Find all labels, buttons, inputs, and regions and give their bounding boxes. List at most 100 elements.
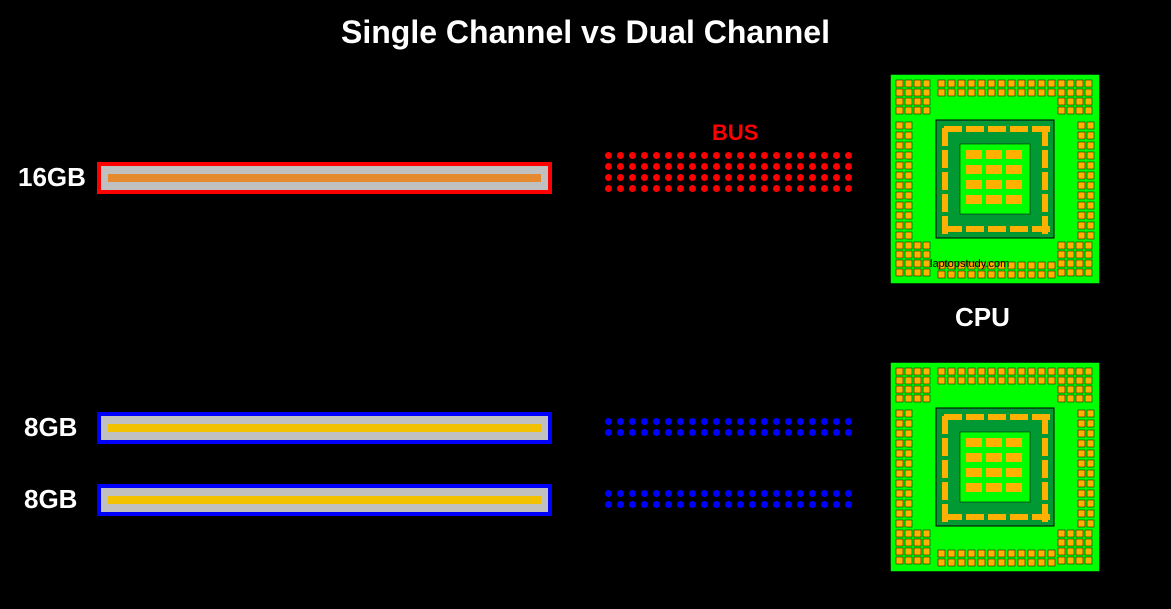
slot-blue-2 bbox=[97, 484, 552, 516]
bus-dot bbox=[617, 501, 624, 508]
bus-dot bbox=[749, 185, 756, 192]
bus-dot bbox=[641, 490, 648, 497]
bus-dot bbox=[737, 490, 744, 497]
slot-red-inner bbox=[108, 174, 541, 182]
bus-dot bbox=[725, 429, 732, 436]
bus-dot bbox=[845, 163, 852, 170]
bus-dot bbox=[665, 152, 672, 159]
bus-dot bbox=[701, 174, 708, 181]
bus-dot bbox=[665, 429, 672, 436]
bus-dot bbox=[713, 163, 720, 170]
bus-dot bbox=[641, 185, 648, 192]
bus-dot bbox=[653, 501, 660, 508]
bus-dot bbox=[845, 152, 852, 159]
bus-dot bbox=[677, 490, 684, 497]
bus-dot bbox=[821, 174, 828, 181]
bus-dot bbox=[629, 418, 636, 425]
bus-dot bbox=[641, 429, 648, 436]
bus-dot bbox=[833, 163, 840, 170]
bus-dot bbox=[653, 490, 660, 497]
bus-dot bbox=[605, 418, 612, 425]
label-16gb: 16GB bbox=[18, 162, 86, 193]
bus-dot bbox=[713, 429, 720, 436]
bus-dot bbox=[833, 185, 840, 192]
bus-dot bbox=[785, 152, 792, 159]
bus-dot bbox=[725, 418, 732, 425]
bus-dot bbox=[629, 174, 636, 181]
bus-dot bbox=[713, 185, 720, 192]
bus-dot bbox=[749, 174, 756, 181]
bus-dot bbox=[653, 174, 660, 181]
bus-dot bbox=[713, 490, 720, 497]
bus-dot bbox=[773, 174, 780, 181]
watermark: laptopstudy.com bbox=[930, 258, 1009, 270]
bus-dot bbox=[725, 163, 732, 170]
bus-dot bbox=[617, 152, 624, 159]
bus-dot bbox=[749, 490, 756, 497]
bus-dot bbox=[749, 418, 756, 425]
bus-dot bbox=[605, 501, 612, 508]
bus-dot bbox=[749, 429, 756, 436]
bus-dot bbox=[701, 163, 708, 170]
bus-dot bbox=[737, 152, 744, 159]
label-8gb-2: 8GB bbox=[24, 484, 77, 515]
bus-dot bbox=[689, 174, 696, 181]
bus-dot bbox=[785, 490, 792, 497]
bus-dot bbox=[641, 501, 648, 508]
bus-dot bbox=[653, 429, 660, 436]
bus-dot bbox=[797, 163, 804, 170]
bus-dot bbox=[665, 490, 672, 497]
bus-dot bbox=[797, 185, 804, 192]
bus-dot bbox=[737, 185, 744, 192]
bus-dot bbox=[677, 418, 684, 425]
bus-dot bbox=[701, 501, 708, 508]
bus-dot bbox=[665, 174, 672, 181]
bus-dot bbox=[665, 418, 672, 425]
bus-dot bbox=[725, 174, 732, 181]
bus-dot bbox=[821, 429, 828, 436]
bus-dot bbox=[761, 429, 768, 436]
bus-dot bbox=[725, 152, 732, 159]
bus-dot bbox=[653, 418, 660, 425]
bus-dot bbox=[689, 163, 696, 170]
bus-dot bbox=[605, 429, 612, 436]
bus-dot bbox=[641, 152, 648, 159]
bus-dot bbox=[809, 174, 816, 181]
bus-dot bbox=[653, 163, 660, 170]
bus-dot bbox=[845, 429, 852, 436]
slot-blue2-inner bbox=[108, 496, 541, 504]
bus-dot bbox=[761, 174, 768, 181]
bus-dot bbox=[629, 163, 636, 170]
cpu-top bbox=[890, 74, 1100, 284]
bus-dot bbox=[773, 501, 780, 508]
bus-dot bbox=[773, 163, 780, 170]
bus-dot bbox=[797, 152, 804, 159]
bus-dot bbox=[629, 152, 636, 159]
bus-dot bbox=[785, 163, 792, 170]
bus-dot bbox=[833, 174, 840, 181]
bus-dot bbox=[773, 185, 780, 192]
bus-dot bbox=[761, 490, 768, 497]
bus-dot bbox=[821, 163, 828, 170]
bus-dot bbox=[737, 429, 744, 436]
slot-red bbox=[97, 162, 552, 194]
bus-dot bbox=[797, 429, 804, 436]
bus-dot bbox=[677, 501, 684, 508]
bus-dot bbox=[689, 185, 696, 192]
bus-dot bbox=[737, 501, 744, 508]
bus-dot bbox=[833, 429, 840, 436]
bus-dot bbox=[809, 429, 816, 436]
bus-dot bbox=[809, 152, 816, 159]
bus-dot bbox=[797, 418, 804, 425]
bus-dot bbox=[617, 418, 624, 425]
bus-dot bbox=[809, 163, 816, 170]
slot-blue1-inner bbox=[108, 424, 541, 432]
bus-dot bbox=[809, 501, 816, 508]
bus-dot bbox=[845, 490, 852, 497]
bus-dot bbox=[761, 185, 768, 192]
bus-dot bbox=[617, 490, 624, 497]
diagram-title: Single Channel vs Dual Channel bbox=[0, 14, 1171, 51]
bus-dot bbox=[761, 152, 768, 159]
bus-dot bbox=[785, 501, 792, 508]
cpu-label: CPU bbox=[955, 302, 1010, 333]
